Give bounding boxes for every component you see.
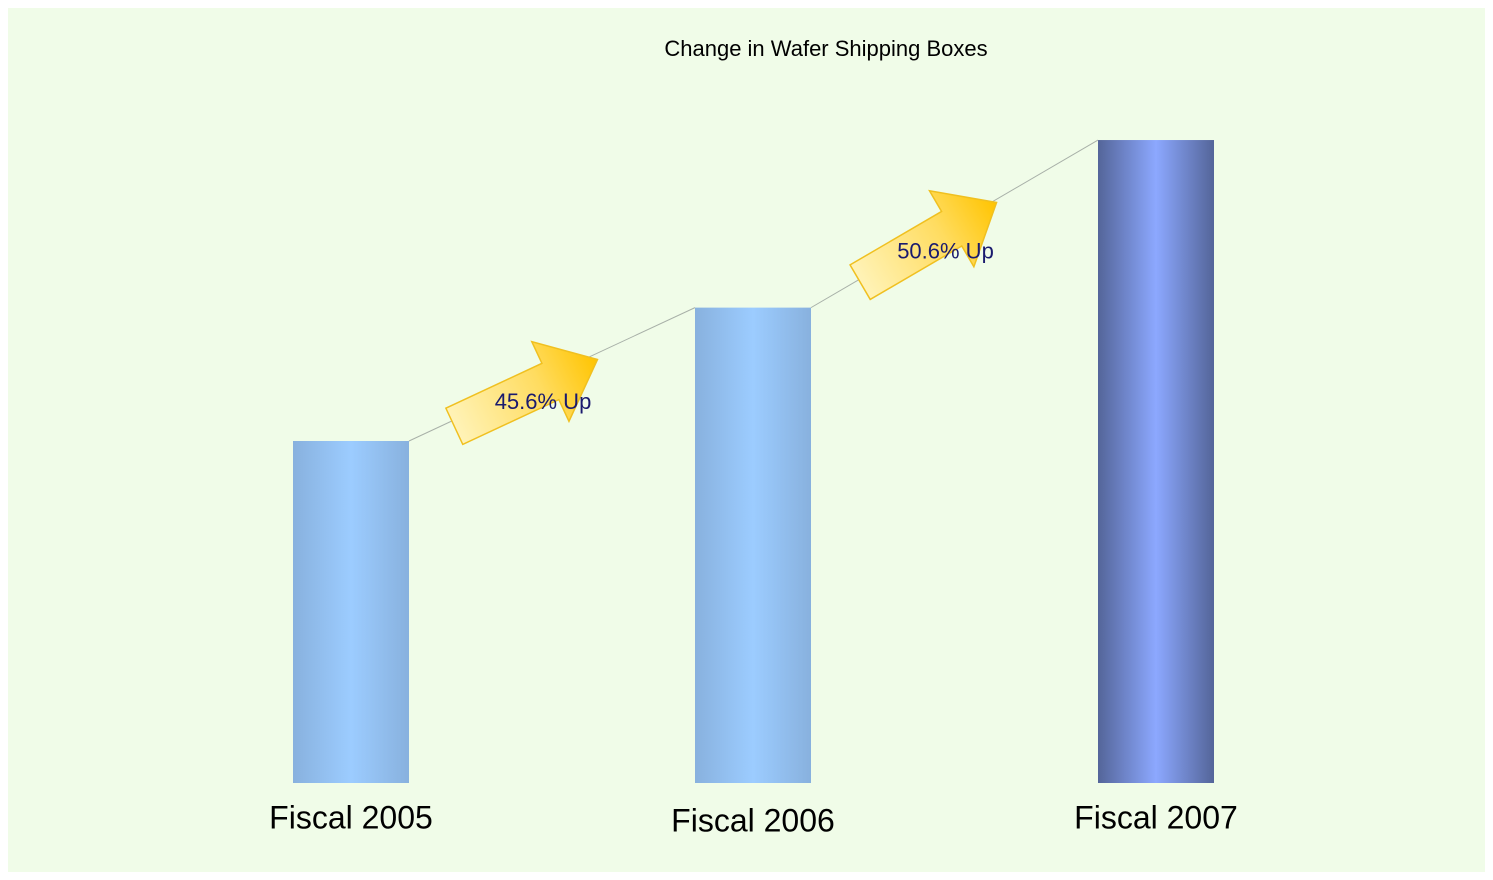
x-tick-label: Fiscal 2005 [269, 799, 433, 835]
bar [293, 441, 409, 783]
bar [695, 307, 811, 783]
annotation: 50.6% Up [897, 239, 994, 264]
x-tick-label: Fiscal 2007 [1074, 799, 1238, 835]
arrow-shape [849, 189, 998, 301]
chart-title: Change in Wafer Shipping Boxes [664, 36, 987, 61]
bar [1098, 140, 1214, 784]
arrow-shape [444, 340, 599, 446]
annotation: 45.6% Up [495, 389, 592, 414]
x-tick-label: Fiscal 2006 [671, 802, 835, 838]
